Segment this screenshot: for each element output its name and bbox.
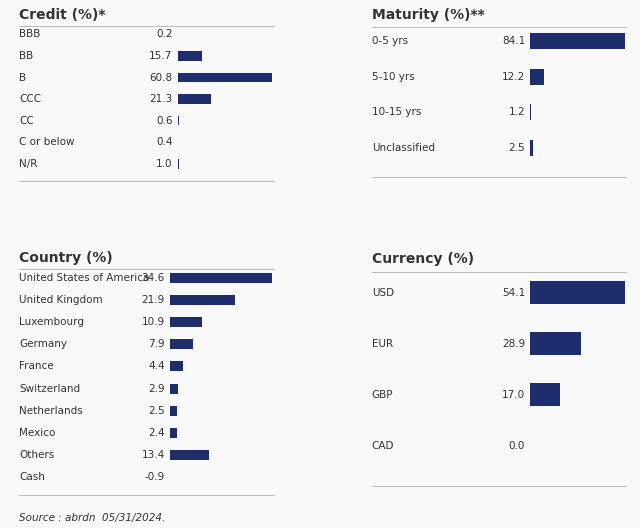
Text: CC: CC [19, 116, 34, 126]
Bar [177, 116, 179, 126]
Bar [170, 384, 179, 393]
Text: N/R: N/R [19, 159, 38, 168]
Text: B: B [19, 72, 26, 82]
Text: 0.0: 0.0 [509, 440, 525, 450]
Text: Credit (%)*: Credit (%)* [19, 8, 106, 22]
Text: Country (%): Country (%) [19, 251, 113, 266]
Text: 2.5: 2.5 [508, 143, 525, 153]
Text: France: France [19, 362, 54, 372]
Text: United States of America: United States of America [19, 273, 150, 283]
Text: GBP: GBP [372, 390, 393, 400]
Text: 2.5: 2.5 [148, 406, 165, 416]
Text: 1.2: 1.2 [508, 107, 525, 117]
Text: 0-5 yrs: 0-5 yrs [372, 36, 408, 46]
Text: 2.9: 2.9 [148, 384, 165, 393]
Text: Mexico: Mexico [19, 428, 56, 438]
Text: Cash: Cash [19, 472, 45, 482]
Bar [177, 94, 211, 104]
Text: 84.1: 84.1 [502, 36, 525, 46]
Bar [170, 295, 235, 305]
Bar [530, 332, 580, 355]
Bar [530, 281, 625, 304]
Text: 21.3: 21.3 [149, 94, 172, 104]
Bar [177, 73, 272, 82]
Bar [170, 340, 193, 350]
Text: Unclassified: Unclassified [372, 143, 435, 153]
Text: EUR: EUR [372, 338, 393, 348]
Text: BBB: BBB [19, 30, 40, 40]
Text: 7.9: 7.9 [148, 340, 165, 350]
Bar [170, 450, 209, 460]
Bar [170, 428, 177, 438]
Bar [170, 273, 272, 283]
Text: Currency (%): Currency (%) [372, 251, 474, 266]
Text: 10.9: 10.9 [141, 317, 165, 327]
Text: -0.9: -0.9 [145, 472, 165, 482]
Text: 10-15 yrs: 10-15 yrs [372, 107, 421, 117]
Bar [170, 406, 177, 416]
Text: 12.2: 12.2 [502, 72, 525, 82]
Bar [170, 317, 202, 327]
Text: C or below: C or below [19, 137, 75, 147]
Text: 15.7: 15.7 [149, 51, 172, 61]
Text: 28.9: 28.9 [502, 338, 525, 348]
Text: 2.4: 2.4 [148, 428, 165, 438]
Text: 0.4: 0.4 [156, 137, 172, 147]
Text: CCC: CCC [19, 94, 42, 104]
Text: 34.6: 34.6 [141, 273, 165, 283]
Text: Switzerland: Switzerland [19, 384, 81, 393]
Bar [530, 69, 544, 84]
Text: Others: Others [19, 450, 54, 460]
Text: 1.0: 1.0 [156, 159, 172, 168]
Text: 60.8: 60.8 [149, 72, 172, 82]
Text: 0.2: 0.2 [156, 30, 172, 40]
Bar [177, 51, 202, 61]
Text: Germany: Germany [19, 340, 67, 350]
Text: BB: BB [19, 51, 33, 61]
Text: CAD: CAD [372, 440, 394, 450]
Bar [530, 33, 625, 49]
Bar [530, 140, 533, 156]
Text: Luxembourg: Luxembourg [19, 317, 84, 327]
Text: 54.1: 54.1 [502, 288, 525, 297]
Bar [177, 159, 179, 168]
Bar [170, 362, 183, 371]
Text: 5-10 yrs: 5-10 yrs [372, 72, 415, 82]
Text: Maturity (%)**: Maturity (%)** [372, 8, 484, 22]
Text: 4.4: 4.4 [148, 362, 165, 372]
Bar [530, 383, 560, 406]
Text: 13.4: 13.4 [141, 450, 165, 460]
Text: USD: USD [372, 288, 394, 297]
Text: 17.0: 17.0 [502, 390, 525, 400]
Text: 0.6: 0.6 [156, 116, 172, 126]
Text: Source : abrdn  05/31/2024.: Source : abrdn 05/31/2024. [19, 513, 166, 523]
Bar [530, 105, 531, 120]
Text: Netherlands: Netherlands [19, 406, 83, 416]
Text: 21.9: 21.9 [141, 295, 165, 305]
Text: United Kingdom: United Kingdom [19, 295, 103, 305]
